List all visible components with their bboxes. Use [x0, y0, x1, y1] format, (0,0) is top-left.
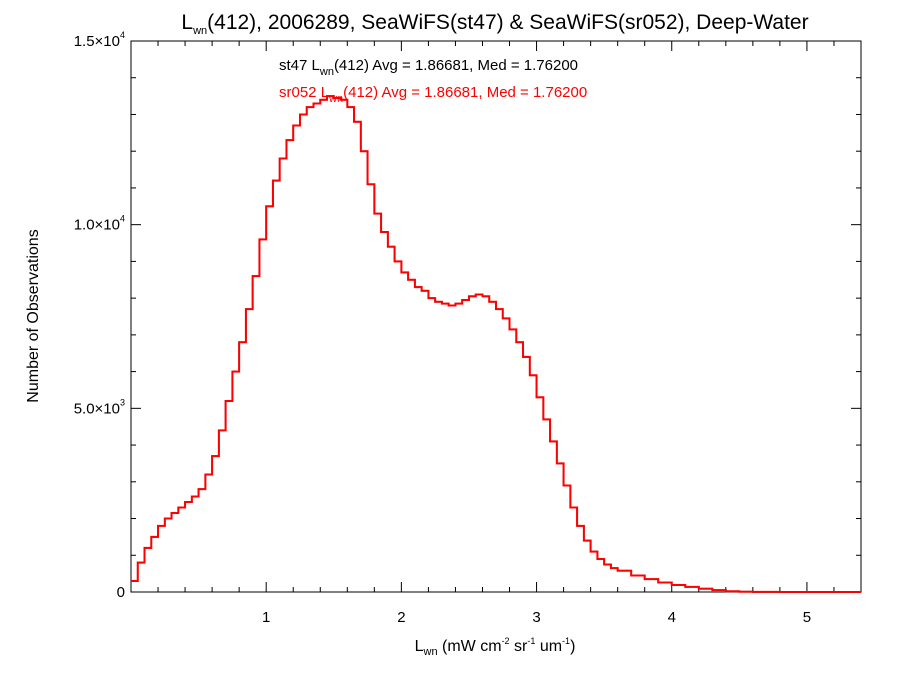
x-tick-label-0: 1: [262, 609, 270, 626]
y-tick-label-1: 5.0×103: [74, 397, 125, 417]
series-layer: [131, 95, 861, 593]
y-axis-label: Number of Observations: [25, 229, 42, 402]
chart-title-rest: (412), 2006289, SeaWiFS(st47) & SeaWiFS(…: [207, 11, 808, 34]
y-tick-label-0: 0: [117, 584, 125, 601]
x-tick-label-2: 3: [532, 609, 540, 626]
x-tick-label-4: 5: [803, 609, 811, 626]
annotation-0: st47 Lwn(412) Avg = 1.86681, Med = 1.762…: [279, 57, 578, 78]
axis-ticks: [131, 40, 861, 593]
x-tick-label-1: 2: [397, 609, 405, 626]
series-line-sr052: [131, 95, 861, 593]
x-axis-label-prefix: L: [415, 638, 424, 655]
x-axis-label: Lwn (mW cm-2 sr-1 um-1): [415, 636, 576, 658]
chart-title: Lwn(412), 2006289, SeaWiFS(st47) & SeaWi…: [181, 11, 808, 37]
y-tick-label-3: 1.5×104: [74, 30, 125, 50]
x-tick-label-3: 4: [668, 609, 676, 626]
plot-frame: [130, 40, 862, 593]
annotation-1: sr052 Lwn(412) Avg = 1.86681, Med = 1.76…: [279, 84, 587, 105]
chart-title-prefix: L: [181, 11, 193, 34]
annotation-group: st47 Lwn(412) Avg = 1.86681, Med = 1.762…: [279, 57, 587, 105]
series-line-st47: [131, 95, 861, 593]
x-axis-label-subscript: wn: [423, 646, 438, 658]
x-tick-labels: 1 2 3 4 5: [262, 609, 811, 626]
y-tick-labels: 0 5.0×103 1.0×104 1.5×104: [74, 30, 125, 601]
y-tick-label-2: 1.0×104: [74, 214, 125, 234]
chart-title-subscript: wn: [192, 25, 207, 37]
